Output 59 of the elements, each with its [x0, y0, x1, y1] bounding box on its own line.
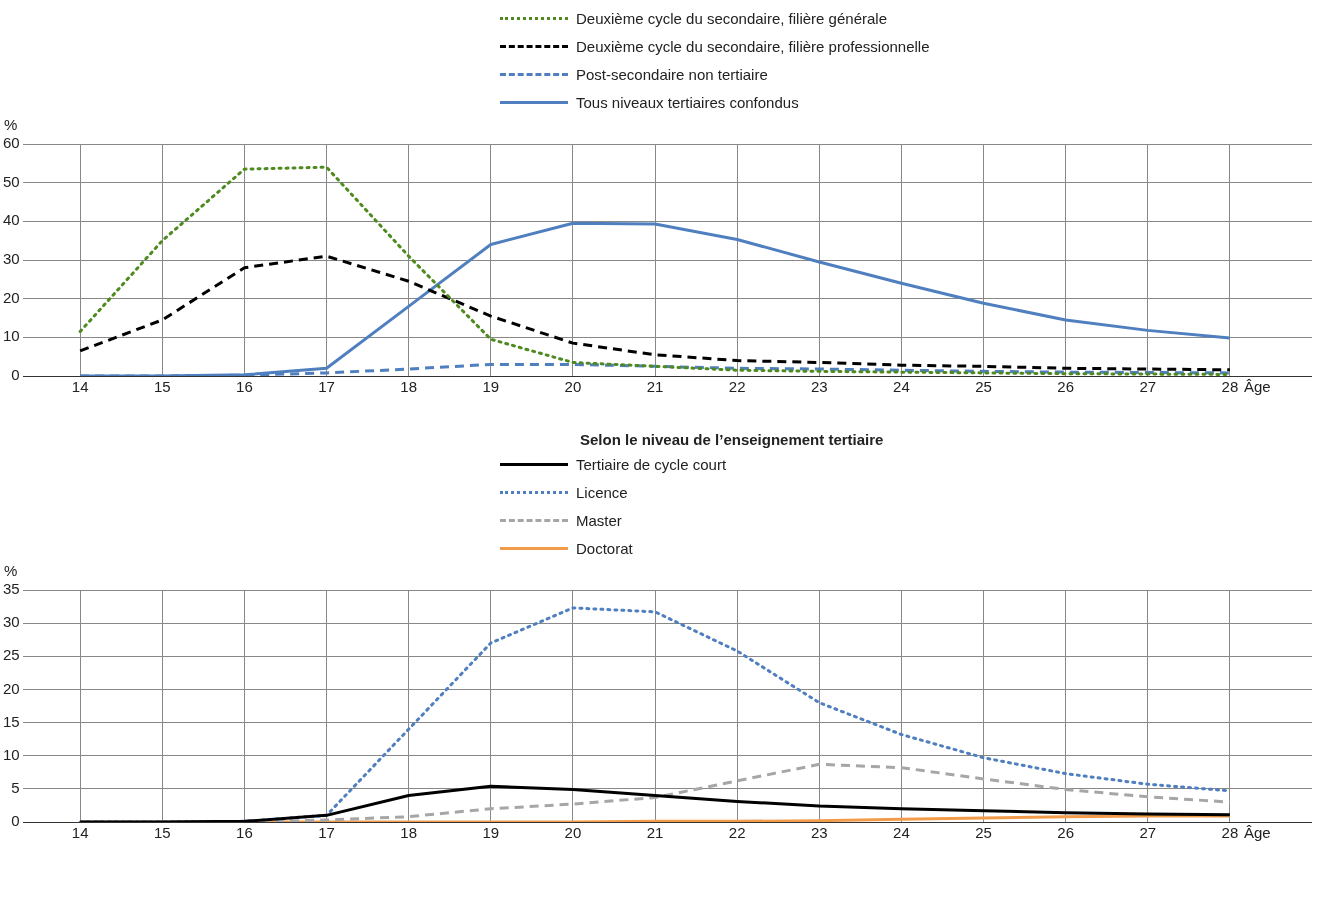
y-tick-label: 10	[3, 327, 20, 345]
y-tick-label: 60	[3, 134, 20, 152]
legend-label: Post-secondaire non tertiaire	[576, 65, 768, 83]
x-tick-label: 20	[564, 378, 582, 396]
y-axis-title: %	[3, 116, 19, 133]
line-series	[78, 254, 1232, 372]
x-tick-label: 15	[153, 378, 171, 396]
legend-label: Licence	[576, 483, 628, 501]
x-tick-label: 20	[564, 824, 582, 842]
x-tick-label: 26	[1057, 824, 1074, 842]
y-tick-label: 20	[3, 288, 20, 306]
x-tick-label: 15	[153, 824, 171, 842]
x-tick-label: 22	[728, 378, 746, 396]
x-tick-label: 14	[71, 378, 89, 396]
x-tick-label: 26	[1057, 378, 1074, 396]
x-tick-label: 24	[893, 824, 910, 842]
y-axis-title: %	[3, 562, 19, 579]
x-tick-label: 17	[318, 378, 335, 396]
y-tick-label: 30	[3, 613, 20, 631]
x-tick-label: 16	[236, 378, 253, 396]
x-tick-label: 23	[810, 824, 828, 842]
x-tick-label: 27	[1139, 378, 1157, 396]
chart-title: Selon le niveau de l’enseignement tertiaire	[579, 430, 885, 450]
x-tick-label: 23	[810, 378, 828, 396]
legend-label: Doctorat	[576, 539, 633, 557]
x-tick-label: 22	[728, 824, 746, 842]
legend-label: Deuxième cycle du secondaire, filière professionnelle	[576, 37, 930, 55]
x-tick-label: 17	[318, 824, 335, 842]
legend-label: Deuxième cycle du secondaire, filière générale	[576, 9, 888, 27]
legend-label: Tertiaire de cycle court	[576, 455, 727, 473]
x-tick-label: 14	[71, 824, 89, 842]
legend-label: Tous niveaux tertiaires confondus	[576, 93, 799, 111]
x-tick-label: 16	[236, 824, 253, 842]
legend-label: Master	[576, 511, 622, 529]
x-tick-label: 19	[482, 378, 500, 396]
x-tick-label: 28	[1221, 378, 1239, 396]
y-tick-label: 25	[3, 646, 20, 664]
y-tick-label: 0	[11, 812, 20, 830]
y-tick-label: 15	[3, 712, 20, 730]
y-tick-label: 20	[3, 679, 20, 697]
y-tick-label: 10	[3, 745, 20, 763]
x-tick-label: 28	[1221, 824, 1239, 842]
x-tick-label: 25	[975, 378, 992, 396]
x-tick-label: 24	[893, 378, 910, 396]
x-tick-label: 18	[400, 824, 417, 842]
x-tick-label: 21	[646, 824, 664, 842]
y-tick-label: 0	[11, 366, 20, 384]
y-tick-label: 30	[3, 250, 20, 268]
x-tick-label: 27	[1139, 824, 1157, 842]
y-tick-label: 5	[11, 779, 20, 796]
x-tick-label: 18	[400, 378, 417, 396]
y-tick-label: 35	[3, 580, 20, 598]
x-axis-title: Âge	[1243, 377, 1271, 395]
x-tick-label: 21	[646, 378, 664, 396]
y-tick-label: 50	[3, 172, 20, 190]
x-tick-label: 25	[975, 824, 992, 842]
x-tick-label: 19	[482, 824, 500, 842]
y-tick-label: 40	[3, 211, 20, 229]
x-axis-title: Âge	[1243, 823, 1271, 841]
